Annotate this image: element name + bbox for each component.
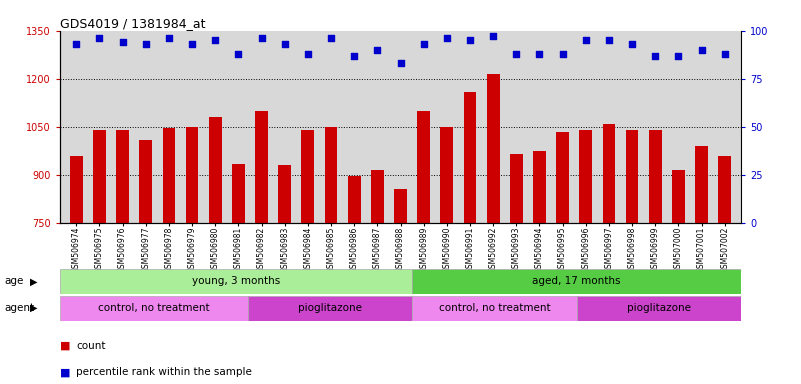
Bar [278, 165, 291, 223]
Bar [533, 151, 545, 223]
Point [256, 35, 268, 41]
Point [718, 51, 731, 57]
Point [139, 41, 152, 47]
Point [232, 51, 245, 57]
Point [417, 41, 430, 47]
Text: pioglitazone: pioglitazone [298, 303, 362, 313]
Bar [464, 91, 477, 223]
Bar [371, 170, 384, 223]
Bar [417, 111, 430, 223]
Bar [413, 296, 577, 321]
Text: ■: ■ [60, 367, 70, 377]
Bar [232, 164, 245, 223]
Point [278, 41, 291, 47]
Bar [163, 128, 175, 223]
Text: GDS4019 / 1381984_at: GDS4019 / 1381984_at [60, 17, 206, 30]
Bar [441, 127, 453, 223]
Bar [301, 130, 314, 223]
Text: percentile rank within the sample: percentile rank within the sample [76, 367, 252, 377]
Text: ▶: ▶ [30, 303, 38, 313]
Point [510, 51, 523, 57]
Bar [93, 130, 106, 223]
Bar [60, 269, 413, 294]
Bar [248, 296, 413, 321]
Bar [394, 189, 407, 223]
Bar [324, 127, 337, 223]
Bar [672, 170, 685, 223]
Text: young, 3 months: young, 3 months [192, 276, 280, 286]
Bar [186, 127, 199, 223]
Point [394, 60, 407, 66]
Bar [413, 269, 741, 294]
Point [464, 37, 477, 43]
Text: control, no treatment: control, no treatment [99, 303, 210, 313]
Point [487, 33, 500, 40]
Bar [139, 139, 152, 223]
Bar [60, 296, 248, 321]
Point [579, 37, 592, 43]
Point [186, 41, 199, 47]
Text: ▶: ▶ [30, 276, 38, 286]
Bar [256, 111, 268, 223]
Text: control, no treatment: control, no treatment [439, 303, 550, 313]
Bar [626, 130, 638, 223]
Point [348, 53, 360, 59]
Bar [70, 156, 83, 223]
Bar [116, 130, 129, 223]
Point [556, 51, 569, 57]
Point [209, 37, 222, 43]
Point [626, 41, 638, 47]
Bar [577, 296, 741, 321]
Point [301, 51, 314, 57]
Point [533, 51, 545, 57]
Point [649, 53, 662, 59]
Point [116, 39, 129, 45]
Bar [510, 154, 523, 223]
Point [371, 47, 384, 53]
Bar [348, 176, 360, 223]
Bar [602, 124, 615, 223]
Text: agent: agent [4, 303, 34, 313]
Bar [556, 131, 569, 223]
Point [602, 37, 615, 43]
Bar [209, 117, 222, 223]
Point [70, 41, 83, 47]
Bar [718, 156, 731, 223]
Text: ■: ■ [60, 341, 70, 351]
Text: pioglitazone: pioglitazone [626, 303, 690, 313]
Bar [579, 130, 592, 223]
Point [163, 35, 175, 41]
Point [93, 35, 106, 41]
Point [441, 35, 453, 41]
Point [324, 35, 337, 41]
Text: age: age [4, 276, 23, 286]
Bar [649, 130, 662, 223]
Text: aged, 17 months: aged, 17 months [533, 276, 621, 286]
Bar [487, 74, 500, 223]
Point [695, 47, 708, 53]
Bar [695, 146, 708, 223]
Text: count: count [76, 341, 106, 351]
Point [672, 53, 685, 59]
